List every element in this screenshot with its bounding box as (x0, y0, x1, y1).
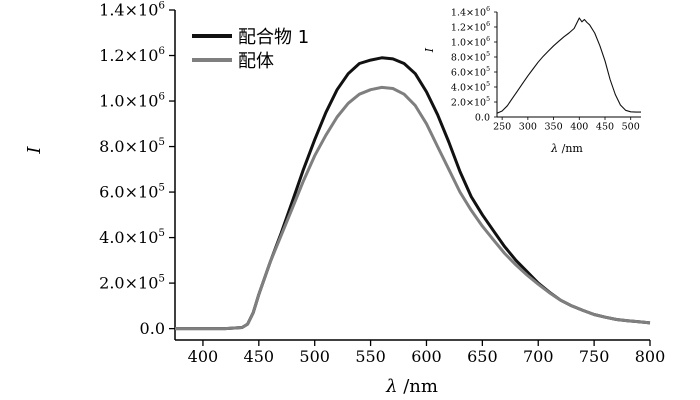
main-x-tick-label: 600 (411, 347, 442, 366)
inset-x-ticks: 250 300 350 400 450 500 (493, 117, 640, 133)
inset-chart: 250 300 350 400 450 500 0.0 2.0×105 4.0×105 6.0×… (423, 6, 641, 155)
inset-x-axis-symbol: λ (550, 142, 558, 155)
main-x-axis-symbol: λ (385, 376, 397, 397)
inset-y-tick-label: 1.2×106 (451, 21, 490, 33)
inset-x-tick-label: 450 (596, 122, 614, 133)
main-x-tick-label: 750 (579, 347, 610, 366)
main-x-axis-unit: /nm (397, 376, 437, 397)
main-y-tick-label: 1.4×106 (99, 0, 165, 20)
inset-x-tick-label: 250 (493, 122, 511, 133)
main-y-tick-label: 6.0×105 (99, 181, 165, 201)
main-x-tick-label: 500 (299, 347, 330, 366)
inset-series-line-0 (496, 17, 641, 114)
main-y-ticks: 0.0 2.0×105 4.0×105 6.0×105 8.0×105 1.0×106 1.… (99, 0, 175, 338)
main-x-ticks: 400 450 500 550 600 650 700 750 800 (188, 340, 666, 366)
main-x-axis-label: λ /nm (385, 376, 438, 397)
inset-x-tick-label: 300 (519, 122, 537, 133)
inset-x-tick-label: 500 (622, 122, 640, 133)
main-series-group (175, 56, 651, 331)
inset-x-axis-label: λ /nm (550, 142, 583, 155)
main-y-axis-label: I (24, 146, 45, 155)
main-x-tick-label: 400 (188, 347, 219, 366)
main-chart: 400 450 500 550 600 650 700 750 800 0.0 2.0×105 4.… (24, 0, 665, 397)
inset-y-tick-label: 2.0×105 (451, 96, 490, 108)
main-y-tick-label: 0.0 (140, 319, 165, 338)
inset-x-tick-label: 350 (545, 122, 563, 133)
main-y-tick-label: 2.0×105 (99, 273, 165, 293)
main-y-tick-label: 4.0×105 (99, 227, 165, 247)
inset-y-axis-label: I (423, 47, 436, 53)
inset-y-tick-label: 4.0×105 (451, 81, 490, 93)
main-y-tick-label: 1.2×106 (99, 45, 165, 65)
inset-series-group (496, 17, 641, 114)
main-x-tick-label: 550 (355, 347, 386, 366)
inset-y-tick-label: 6.0×105 (451, 66, 490, 78)
inset-x-axis-unit: /nm (558, 142, 583, 155)
inset-y-tick-label: 1.4×106 (451, 6, 490, 18)
legend-label-complex: 配合物 1 (238, 27, 309, 48)
main-x-tick-label: 450 (244, 347, 275, 366)
inset-x-tick-label: 400 (570, 122, 588, 133)
inset-y-ticks: 0.0 2.0×105 4.0×105 6.0×105 8.0×105 1.0×106 1.… (451, 6, 497, 123)
main-y-tick-label: 8.0×105 (99, 136, 165, 156)
main-y-tick-label: 1.0×106 (99, 90, 165, 110)
legend-label-ligand: 配体 (238, 51, 274, 72)
inset-y-tick-label: 0.0 (475, 112, 490, 123)
main-x-tick-label: 800 (635, 347, 666, 366)
main-series-line-1 (175, 85, 651, 331)
legend: 配合物 1 配体 (192, 27, 309, 72)
main-series-line-0 (175, 56, 651, 331)
inset-y-tick-label: 1.0×106 (451, 36, 490, 48)
main-x-tick-label: 650 (467, 347, 498, 366)
main-x-tick-label: 700 (523, 347, 554, 366)
inset-y-tick-label: 8.0×105 (451, 51, 490, 63)
